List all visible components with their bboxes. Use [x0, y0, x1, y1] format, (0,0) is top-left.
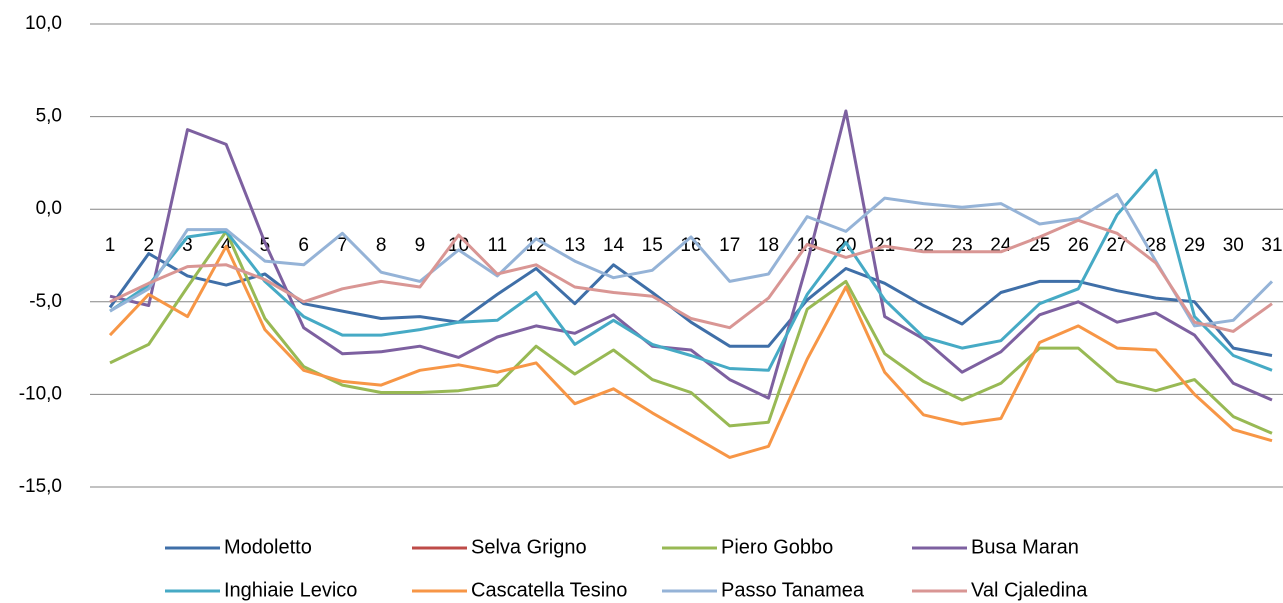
legend-label: Selva Grigno	[471, 536, 587, 558]
series-line	[109, 109, 1273, 402]
series-line	[109, 229, 1273, 435]
y-tick-label: 10,0	[25, 13, 62, 34]
y-tick-label: 5,0	[36, 106, 62, 127]
x-tick-label: 15	[642, 235, 663, 256]
x-tick-label: 7	[337, 235, 348, 256]
x-tick-label: 26	[1068, 235, 1089, 256]
legend-label: Modoletto	[224, 536, 312, 558]
x-tick-label: 18	[758, 235, 779, 256]
y-tick-label: -15,0	[19, 476, 62, 497]
y-tick-label: -10,0	[19, 383, 62, 404]
series-line	[108, 244, 1273, 459]
series-line	[109, 218, 1273, 333]
x-tick-label: 17	[719, 235, 740, 256]
legend-label: Cascatella Tesino	[471, 579, 627, 601]
x-tick-label: 27	[1106, 235, 1127, 256]
x-tick-label: 2	[143, 235, 154, 256]
series-line	[109, 192, 1274, 328]
y-tick-label: 0,0	[36, 198, 62, 219]
y-tick-label: -5,0	[29, 291, 62, 312]
legend-label: Busa Maran	[971, 536, 1079, 558]
x-tick-label: 1	[105, 235, 116, 256]
series-line	[108, 252, 1273, 357]
x-tick-label: 9	[415, 235, 426, 256]
x-tick-label: 30	[1223, 235, 1244, 256]
x-tick-label: 3	[182, 235, 193, 256]
x-tick-label: 29	[1184, 235, 1205, 256]
x-tick-label: 14	[603, 235, 625, 256]
legend-label: Piero Gobbo	[721, 536, 833, 558]
x-tick-label: 11	[487, 235, 507, 256]
legend-label: Passo Tanamea	[721, 579, 865, 601]
legend-label: Val Cjaledina	[971, 579, 1088, 601]
x-tick-label: 6	[298, 235, 309, 256]
legend-label: Inghiaie Levico	[224, 579, 357, 601]
x-tick-label: 31	[1261, 235, 1282, 256]
x-tick-label: 8	[376, 235, 387, 256]
x-tick-label: 13	[564, 235, 585, 256]
series-line	[109, 168, 1273, 372]
